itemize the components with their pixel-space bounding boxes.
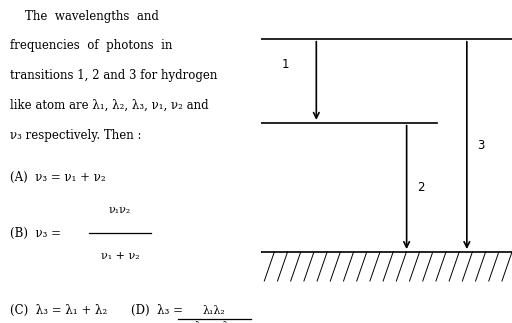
Text: The  wavelengths  and: The wavelengths and xyxy=(10,10,159,23)
Text: 2: 2 xyxy=(417,181,424,194)
Text: transitions 1, 2 and 3 for hydrogen: transitions 1, 2 and 3 for hydrogen xyxy=(10,69,218,82)
Text: ν₁ν₂: ν₁ν₂ xyxy=(109,205,131,215)
Text: (C)  λ₃ = λ₁ + λ₂: (C) λ₃ = λ₁ + λ₂ xyxy=(10,304,108,317)
Text: ν₁ + ν₂: ν₁ + ν₂ xyxy=(101,251,139,261)
Text: (A)  ν₃ = ν₁ + ν₂: (A) ν₃ = ν₁ + ν₂ xyxy=(10,171,106,184)
Text: frequencies  of  photons  in: frequencies of photons in xyxy=(10,39,173,52)
Text: (B)  ν₃ =: (B) ν₃ = xyxy=(10,227,61,240)
Text: 3: 3 xyxy=(477,139,484,152)
Text: λ₁ + λ₂: λ₁ + λ₂ xyxy=(195,322,233,323)
Text: ν₃ respectively. Then :: ν₃ respectively. Then : xyxy=(10,129,142,141)
Text: λ₁λ₂: λ₁λ₂ xyxy=(203,306,225,316)
Text: (D)  λ₃ =: (D) λ₃ = xyxy=(131,304,183,317)
Text: like atom are λ₁, λ₂, λ₃, ν₁, ν₂ and: like atom are λ₁, λ₂, λ₃, ν₁, ν₂ and xyxy=(10,99,209,112)
Text: 1: 1 xyxy=(281,58,289,71)
